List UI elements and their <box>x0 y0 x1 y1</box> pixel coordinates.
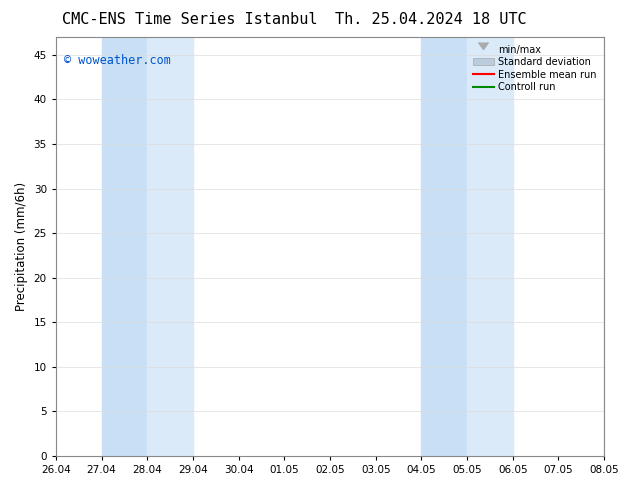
Bar <box>422 37 467 456</box>
Y-axis label: Precipitation (mm/6h): Precipitation (mm/6h) <box>15 182 28 311</box>
Bar <box>147 37 193 456</box>
Text: CMC-ENS Time Series Istanbul: CMC-ENS Time Series Istanbul <box>63 12 318 27</box>
Legend: min/max, Standard deviation, Ensemble mean run, Controll run: min/max, Standard deviation, Ensemble me… <box>470 42 599 95</box>
Bar <box>467 37 513 456</box>
Text: © woweather.com: © woweather.com <box>64 54 171 67</box>
Bar <box>604 37 634 456</box>
Bar <box>101 37 147 456</box>
Text: Th. 25.04.2024 18 UTC: Th. 25.04.2024 18 UTC <box>335 12 527 27</box>
